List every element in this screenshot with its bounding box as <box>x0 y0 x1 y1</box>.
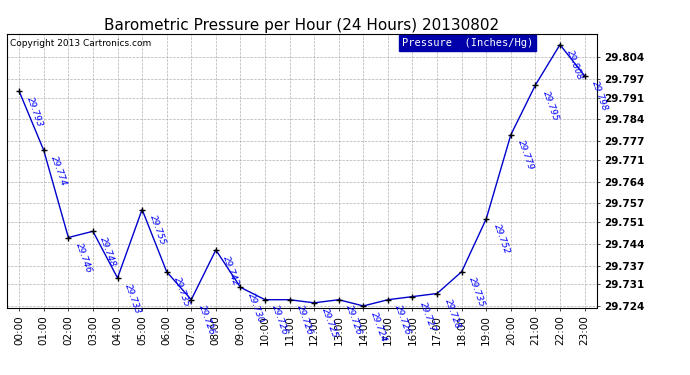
Text: 29.795: 29.795 <box>541 89 560 122</box>
Text: 29.725: 29.725 <box>319 307 339 340</box>
Text: 29.755: 29.755 <box>148 214 167 246</box>
Text: 29.793: 29.793 <box>25 96 44 128</box>
Text: 29.726: 29.726 <box>344 304 364 337</box>
Text: 29.730: 29.730 <box>246 291 265 324</box>
Text: 29.728: 29.728 <box>442 298 462 330</box>
Text: 29.746: 29.746 <box>74 242 93 274</box>
Text: 29.779: 29.779 <box>516 139 535 172</box>
Text: 29.726: 29.726 <box>197 304 216 337</box>
Text: 29.774: 29.774 <box>49 154 68 188</box>
Text: 29.735: 29.735 <box>467 276 486 309</box>
Text: 29.748: 29.748 <box>99 236 118 268</box>
Text: 29.808: 29.808 <box>566 49 585 82</box>
Text: 29.798: 29.798 <box>590 80 609 113</box>
Text: 29.726: 29.726 <box>393 304 413 337</box>
Text: 29.742: 29.742 <box>221 254 241 287</box>
Text: 29.726: 29.726 <box>270 304 290 337</box>
Text: 29.724: 29.724 <box>369 310 388 343</box>
Text: Copyright 2013 Cartronics.com: Copyright 2013 Cartronics.com <box>10 39 151 48</box>
Text: 29.733: 29.733 <box>123 282 142 315</box>
Text: 29.727: 29.727 <box>418 301 437 334</box>
Text: Pressure  (Inches/Hg): Pressure (Inches/Hg) <box>402 38 533 48</box>
Text: 29.726: 29.726 <box>295 304 315 337</box>
Text: 29.752: 29.752 <box>492 223 511 256</box>
Text: 29.735: 29.735 <box>172 276 192 309</box>
Title: Barometric Pressure per Hour (24 Hours) 20130802: Barometric Pressure per Hour (24 Hours) … <box>104 18 500 33</box>
